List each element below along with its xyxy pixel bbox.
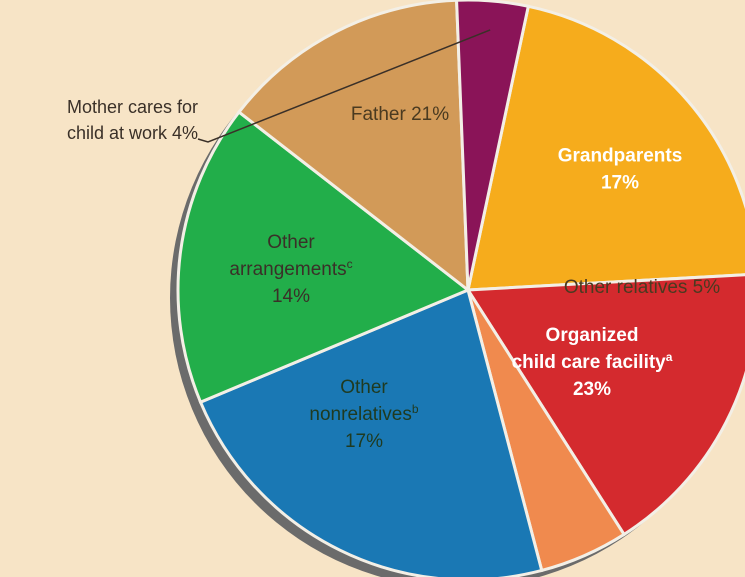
pie-slice: [455, 0, 531, 291]
slice-label: Grandparents 17%: [558, 146, 683, 194]
slice-label-line: arrangementsc: [229, 257, 352, 280]
slice-label-line: Other: [340, 377, 388, 398]
pie-slice: [466, 4, 745, 292]
slice-label-line: Other relatives 5%: [564, 277, 720, 298]
slice-label-line: child care facilitya: [512, 350, 673, 373]
slice-label-line: Other: [267, 232, 315, 253]
pie-slice: [198, 287, 544, 577]
slice-label-line: child at work 4%: [66, 123, 198, 143]
slice-label: Organized child care facilitya 23%: [512, 325, 673, 400]
slice-label-mother-at-work: Mother cares for child at work 4%: [8, 94, 198, 146]
leader-line: [197, 29, 491, 143]
slice-label: Other nonrelativesb 17%: [309, 377, 418, 452]
slice-label-line: nonrelativesb: [309, 402, 418, 425]
slice-label: Other arrangementsc 14%: [229, 232, 352, 307]
slice-label-line: 23%: [573, 379, 611, 400]
slice-label: Father 21%: [351, 104, 449, 125]
slice-label-footnote: b: [412, 402, 419, 416]
slice-label-line: 17%: [601, 173, 639, 194]
pie-slice: [176, 109, 471, 405]
slice-label-footnote: a: [666, 350, 673, 364]
slice-label-line: Father 21%: [351, 104, 449, 125]
slice-label-footnote: c: [347, 257, 353, 271]
pie-slice: [236, 0, 470, 294]
slice-label-line: Mother cares for: [66, 97, 198, 117]
slice-label-line: 14%: [272, 286, 310, 307]
slice-label-line: Grandparents: [558, 146, 683, 167]
slice-label: Other relatives 5%: [564, 277, 720, 298]
pie-slice: [465, 273, 745, 537]
slice-label-line: Organized: [546, 325, 639, 346]
slice-label-line: 17%: [345, 431, 383, 452]
